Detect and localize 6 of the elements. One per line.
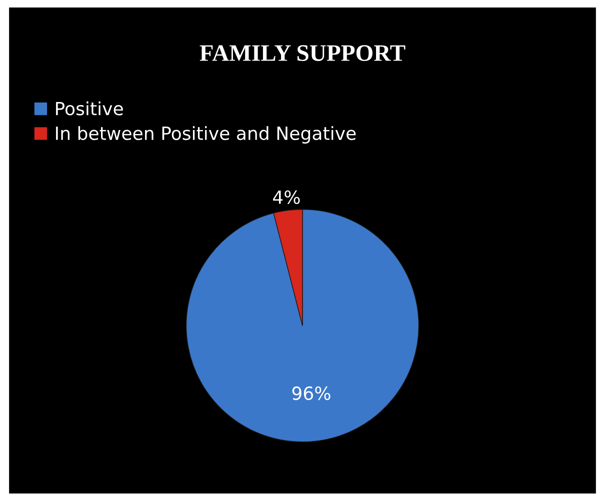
legend-label: Positive bbox=[56, 101, 123, 116]
chart-title: FAMILY SUPPORT bbox=[200, 45, 406, 62]
data-label: 96% bbox=[292, 386, 330, 400]
legend-label: In between Positive and Negative bbox=[56, 126, 356, 144]
pie-slice bbox=[186, 209, 420, 442]
data-label: 4% bbox=[273, 190, 300, 204]
